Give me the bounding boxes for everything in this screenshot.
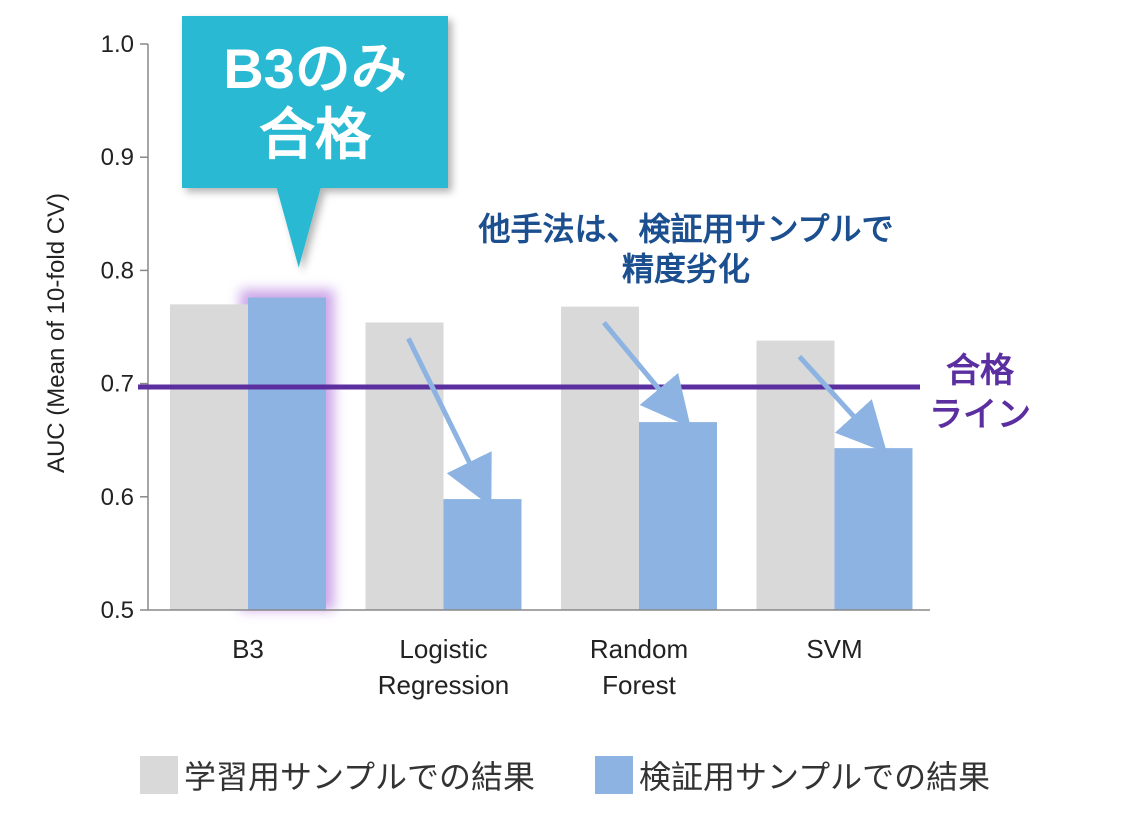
y-tick-label-5: 1.0 [101,31,134,58]
legend-item-train: 学習用サンプルでの結果 [140,752,535,798]
callout-text-0: B3のみ [223,37,407,100]
degradation-arrow-1 [406,337,492,508]
y-tick-label-0: 0.5 [101,597,134,624]
bar-validation-2 [639,422,717,610]
annotation-text-0: 他手法は、検証用サンプルで [477,211,893,247]
category-label-0-0: B3 [232,634,264,664]
bar-train-1 [365,322,444,610]
category-label-2-1: Forest [602,670,676,700]
y-axis-label: AUC (Mean of 10-fold CV) [43,193,70,473]
threshold-label-1: ライン [929,396,1031,434]
bar-train-2 [561,306,639,610]
bar-validation-1 [443,499,522,610]
degradation-arrow-3 [797,354,887,453]
legend-swatch-train [140,756,178,794]
y-tick-label-4: 0.9 [101,144,134,171]
bar-train-0 [170,304,248,610]
legend-label-validation: 検証用サンプルでの結果 [639,759,991,795]
legend-item-validation: 検証用サンプルでの結果 [595,752,990,798]
category-label-3-0: SVM [806,634,862,664]
bar-validation-0 [248,297,326,610]
category-label-2-0: Random [590,634,688,664]
annotation-text-1: 精度劣化 [622,251,750,287]
chart-svg: B3 Logistic Regression Random Forest SVM 0.5 0.… [43,16,1031,700]
legend-swatch-validation [595,756,634,794]
y-tick-label-1: 0.6 [101,484,134,511]
callout-box [182,16,448,268]
bar-validation-3 [834,448,913,610]
degradation-arrow-2 [601,321,691,428]
y-tick-label-2: 0.7 [101,371,134,398]
y-tick-label-3: 0.8 [101,257,134,284]
legend-label-train: 学習用サンプルでの結果 [184,759,536,795]
category-label-1-1: Regression [378,670,510,700]
legend: 学習用サンプルでの結果 検証用サンプルでの結果 [140,752,990,798]
callout-text-1: 合格 [259,103,372,166]
threshold-label-0: 合格 [946,352,1015,390]
category-label-1-0: Logistic [399,634,487,664]
